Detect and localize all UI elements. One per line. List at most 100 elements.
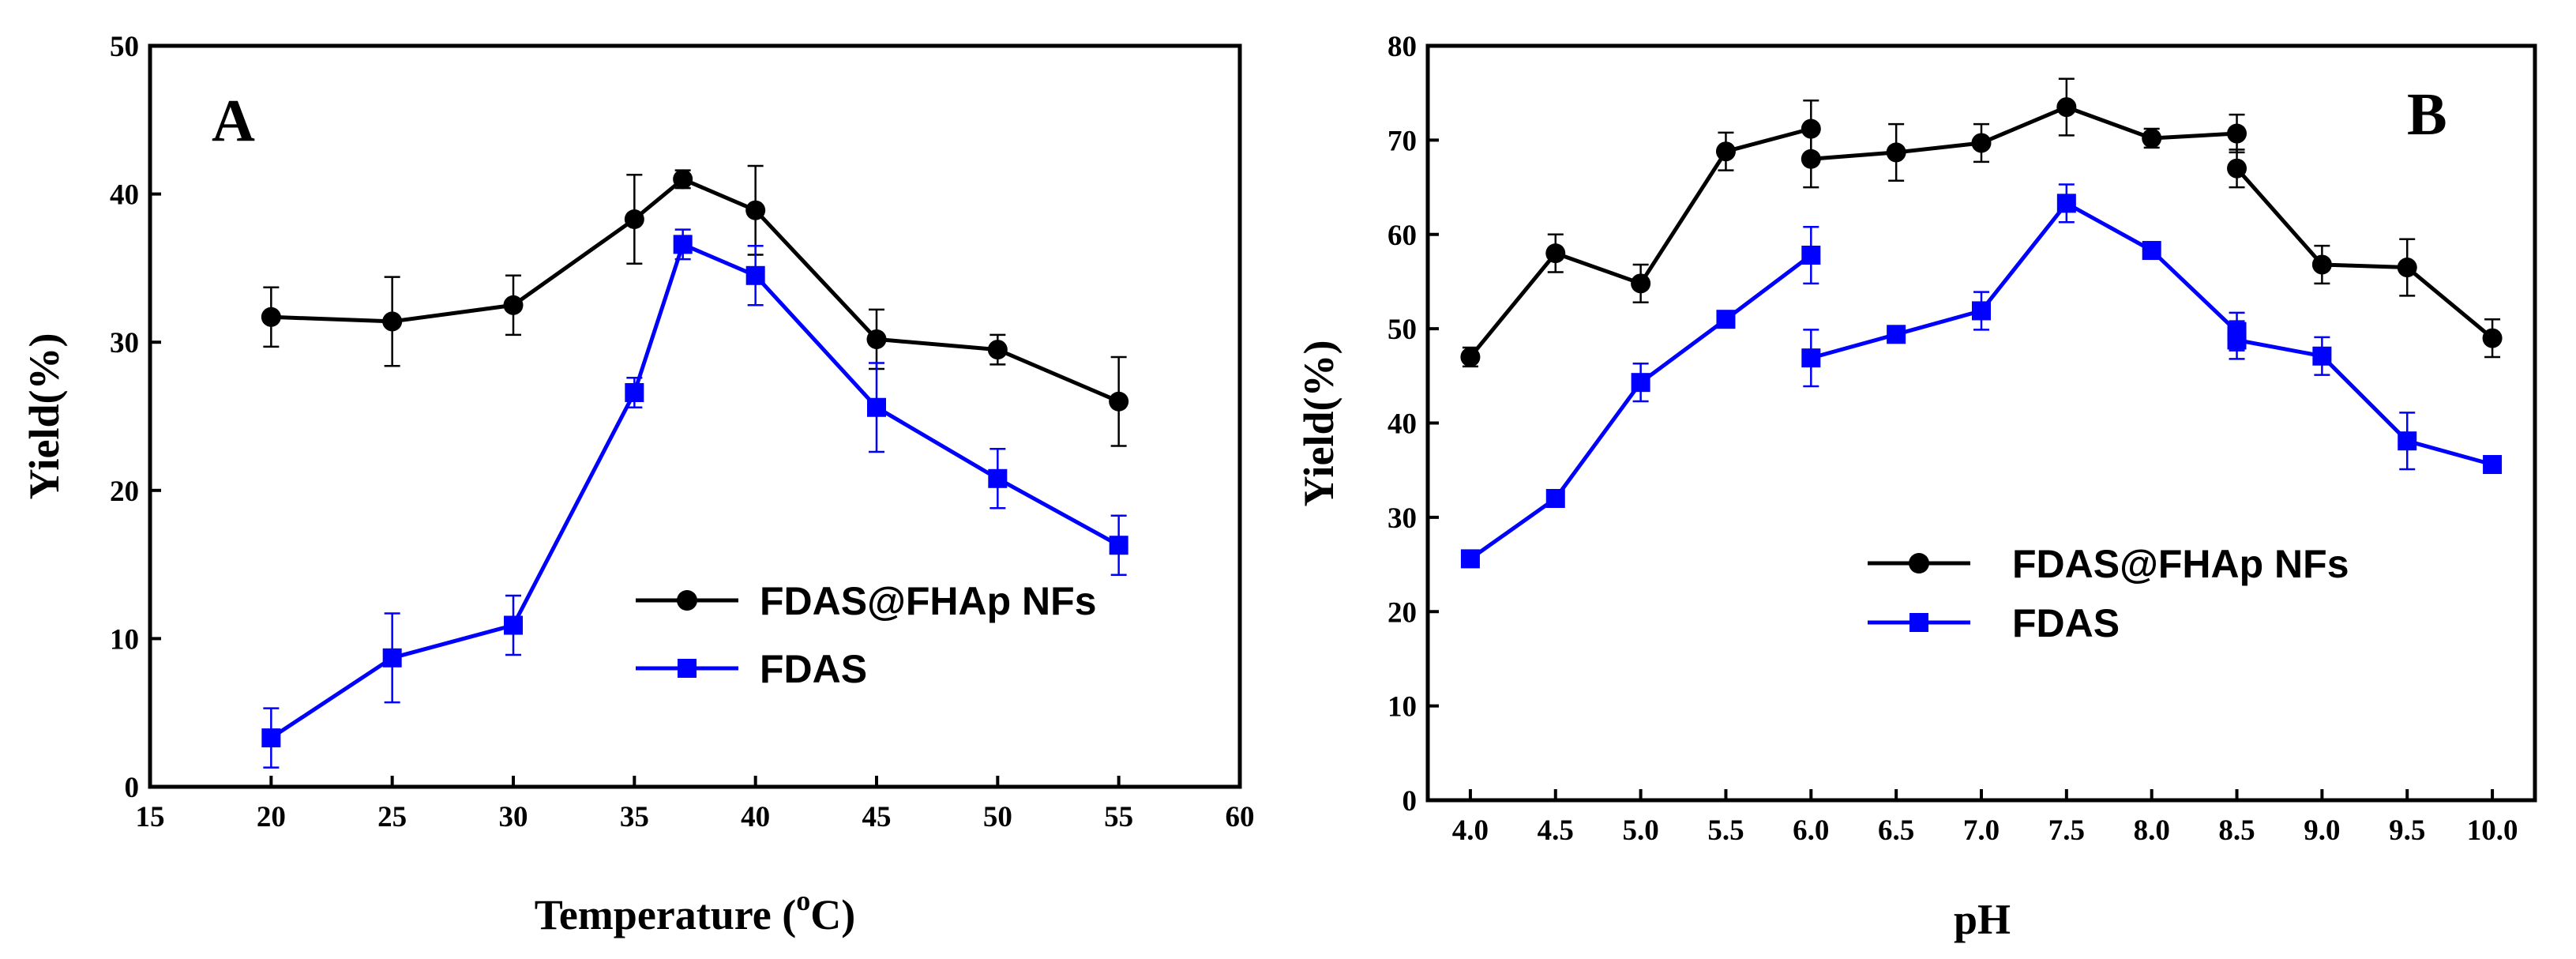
panel-b-x-tick-label: 8.5 — [2218, 814, 2255, 847]
panel-a-x-tick-label: 55 — [1104, 801, 1133, 833]
panel-b-series-line-fdas-fhap — [2235, 167, 2494, 340]
panel-a-point-fdas — [1109, 536, 1128, 555]
panel-a-x-tick-label: 25 — [377, 801, 407, 833]
panel-b-x-tick-label: 4.5 — [1538, 814, 1574, 847]
panel-b-point-fdas — [1460, 549, 1480, 569]
panel-b-point-fdas — [2312, 346, 2332, 366]
panel-b-point-fdas-fhap — [2482, 328, 2503, 348]
panel-a-x-axis-title-main: Temperature ( — [535, 891, 796, 938]
panel-b-x-tick-label: 10.0 — [2467, 814, 2518, 847]
panel-a-point-fdas-fhap — [624, 209, 644, 229]
panel-b-y-tick-label: 40 — [1388, 408, 1417, 441]
panel-b-x-tick-label: 5.5 — [1707, 814, 1744, 847]
panel-b-point-fdas-fhap — [1801, 149, 1821, 169]
panel-a-x-tick-label: 15 — [136, 801, 165, 833]
panel-a-point-fdas — [261, 728, 281, 748]
panel-b-point-fdas-fhap — [2311, 254, 2332, 275]
panel-a-x-tick-label: 40 — [741, 801, 770, 833]
panel-b-point-fdas-fhap — [2142, 128, 2162, 149]
panel-b-y-tick-label: 10 — [1388, 691, 1417, 724]
panel-b-legend: FDAS@FHAp NFs FDAS — [1868, 542, 2349, 645]
panel-b-point-fdas-fhap — [1801, 118, 1821, 139]
panel-a-legend-label-fhap: FDAS@FHAp NFs — [760, 579, 1097, 623]
panel-b-point-fdas — [2227, 330, 2247, 350]
panel-b-chart: 4.0 4.5 5.0 5.5 6.0 6.5 7.0 7.5 8.0 8.5 9.0 9.5 10.0… — [1295, 31, 2537, 943]
panel-b-y-tick-label: 20 — [1388, 596, 1417, 629]
panel-b-point-fdas — [2142, 241, 2161, 261]
panel-a-y-tick-label: 30 — [110, 327, 139, 359]
panel-a-point-fdas — [382, 648, 402, 668]
panel-b-series-line-fdas — [1810, 201, 2239, 360]
panel-a-point-fdas — [867, 397, 886, 417]
panel-b-point-fdas-fhap — [1631, 273, 1651, 294]
panel-b-y-tick-label: 80 — [1388, 31, 1417, 63]
panel-a-point-fdas — [745, 265, 765, 285]
panel-b-legend-label-fhap: FDAS@FHAp NFs — [2012, 542, 2349, 586]
panel-a-x-axis-title: Temperature (oC) — [535, 885, 855, 938]
panel-b-x-tick-label: 5.0 — [1622, 814, 1658, 847]
panel-a-plot-frame — [148, 43, 1242, 789]
panel-a-point-fdas-fhap — [987, 340, 1008, 360]
panel-a-legend-marker-fhap — [677, 590, 697, 611]
panel-b-x-tick-label: 8.0 — [2134, 814, 2170, 847]
panel-b-y-tick-label: 70 — [1388, 125, 1417, 157]
panel-a-y-tick-label: 20 — [110, 476, 139, 508]
panel-b-x-tick-label: 6.5 — [1878, 814, 1914, 847]
panel-a-point-fdas — [625, 382, 644, 402]
panel-b-x-tick-label: 4.0 — [1452, 814, 1489, 847]
panel-b-point-fdas — [1801, 348, 1821, 368]
panel-a-point-fdas-fhap — [866, 329, 887, 349]
panel-a-series — [261, 164, 1129, 769]
panel-b-y-tick-label: 50 — [1388, 314, 1417, 346]
panel-b-point-fdas — [1716, 310, 1736, 329]
panel-a-x-tick-label: 45 — [862, 801, 892, 833]
panel-a-ticks: 15 20 25 30 35 40 45 50 55 60 0 10 20 30 40 50 — [110, 31, 1255, 833]
panel-b-y-tick-label: 60 — [1388, 220, 1417, 252]
panel-b-point-fdas-fhap — [1460, 347, 1481, 367]
panel-a-x-tick-label: 35 — [620, 801, 649, 833]
panel-a-point-fdas — [673, 235, 693, 254]
panel-b-point-fdas-fhap — [2397, 258, 2417, 278]
panel-a-series-line-fdas-fhap — [271, 177, 1120, 404]
panel-a-point-fdas — [504, 615, 523, 635]
panel-b-series-line-fdas — [2236, 338, 2493, 467]
panel-b-point-fdas-fhap — [2227, 158, 2247, 179]
panel-b-point-fdas — [1972, 301, 1991, 321]
panel-b-ticks: 4.0 4.5 5.0 5.5 6.0 6.5 7.0 7.5 8.0 8.5 9.0 9.5 10.0… — [1388, 31, 2518, 847]
panel-a-point-fdas — [988, 468, 1008, 488]
panel-a-letter: A — [212, 88, 255, 154]
panel-b-y-tick-label: 0 — [1403, 785, 1418, 818]
panel-a-chart: 15 20 25 30 35 40 45 50 55 60 0 10 20 30 40 50 A Yield(… — [21, 31, 1255, 938]
panel-a-x-axis-title-degree: o — [796, 885, 810, 916]
panel-b-y-tick-label: 30 — [1388, 502, 1417, 535]
panel-a-y-tick-label: 0 — [125, 772, 140, 804]
panel-a-y-tick-label: 50 — [110, 31, 139, 63]
panel-b-legend-label-fdas: FDAS — [2012, 601, 2120, 645]
panel-a-x-tick-label: 50 — [983, 801, 1012, 833]
panel-b-series — [1460, 77, 2503, 569]
panel-a-x-tick-label: 20 — [257, 801, 286, 833]
panel-a-y-axis-title: Yield(%) — [21, 333, 68, 500]
panel-b-y-axis-title: Yield(%) — [1295, 340, 1342, 507]
panel-b-legend-marker-fdas — [1909, 613, 1928, 632]
panel-b-series-line-fdas-fhap — [1468, 126, 1812, 359]
panel-b-x-tick-label: 9.5 — [2389, 814, 2425, 847]
panel-b-letter: B — [2407, 81, 2447, 148]
panel-a-y-tick-label: 40 — [110, 179, 139, 212]
panel-b-legend-marker-fhap — [1909, 553, 1929, 574]
panel-b-point-fdas — [1887, 325, 1906, 344]
panel-a-x-axis-title-unit: C) — [810, 891, 855, 938]
panel-a-legend-label-fdas: FDAS — [760, 647, 867, 691]
panel-a-point-fdas-fhap — [382, 311, 403, 332]
panel-a-point-fdas-fhap — [1109, 391, 1129, 412]
panel-a-point-fdas-fhap — [673, 169, 693, 190]
panel-b-x-axis-title: pH — [1954, 896, 2011, 943]
panel-a-x-tick-label: 30 — [499, 801, 528, 833]
panel-b-point-fdas — [1801, 246, 1821, 265]
panel-a-legend: FDAS@FHAp NFs FDAS — [636, 579, 1097, 691]
panel-b-point-fdas — [2398, 431, 2417, 451]
panel-a-y-tick-label: 10 — [110, 623, 139, 656]
panel-b-point-fdas-fhap — [1886, 142, 1906, 163]
panel-b-x-tick-label: 9.0 — [2304, 814, 2340, 847]
